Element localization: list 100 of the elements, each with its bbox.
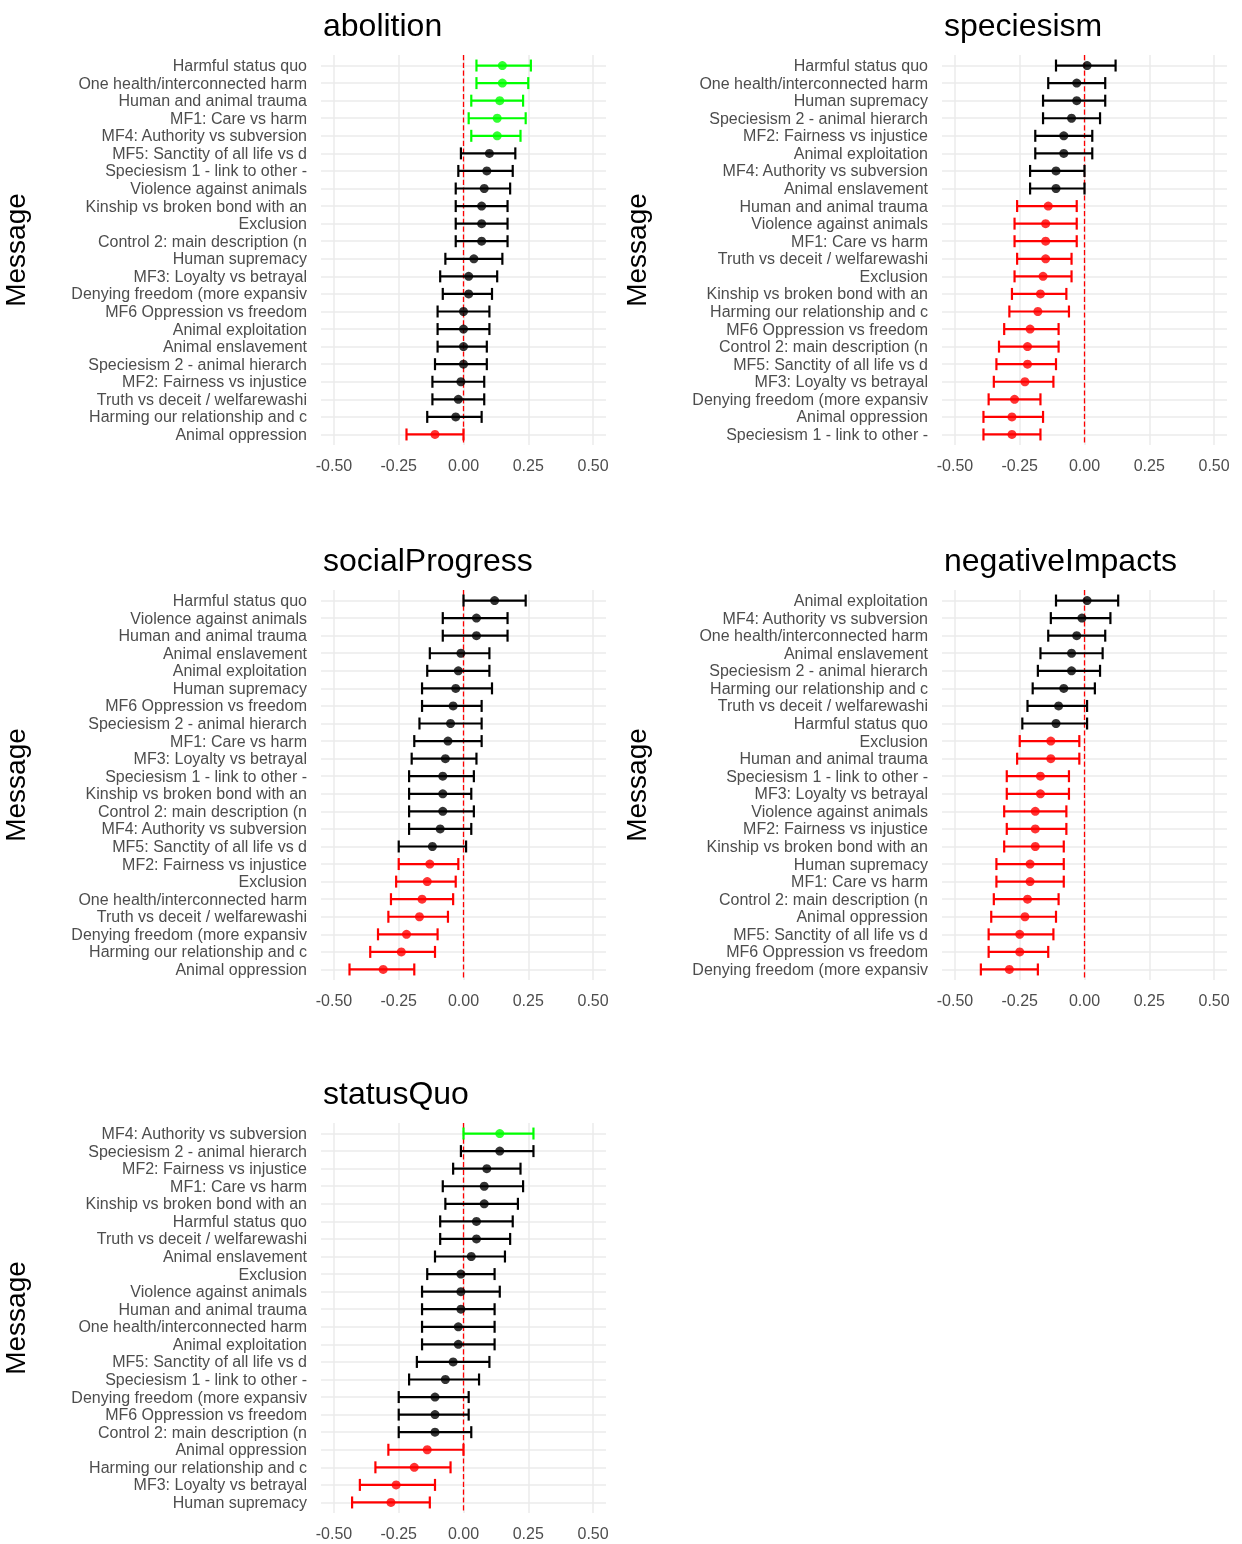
y-tick-label: MF5: Sanctity of all life vs d [733,925,928,943]
point [1067,666,1077,676]
y-tick-label: MF2: Fairness vs injustice [743,820,929,838]
point [1010,394,1020,404]
y-tick-label: Animal exploitation [172,1335,307,1353]
y-tick-label: MF6 Oppression vs freedom [726,943,928,961]
point [1033,306,1043,316]
y-tick-label: Truth vs deceit / welfarewashi [96,1230,307,1248]
point [1041,219,1051,229]
point [495,96,505,106]
point [495,1146,505,1156]
point [440,1374,450,1384]
point [422,1445,432,1455]
y-tick-label: Human and animal trauma [739,197,929,215]
point [495,1129,505,1139]
point [1082,596,1092,606]
y-tick-label: Animal enslavement [783,644,929,662]
point [453,394,463,404]
point [422,877,432,887]
point [471,613,481,623]
point [451,412,461,422]
x-tick-label: 0.00 [447,1524,480,1542]
x-tick-label: -0.50 [315,456,353,474]
x-tick-label: 0.50 [577,1524,609,1542]
point [1030,824,1040,834]
point [414,912,424,922]
point [477,201,487,211]
y-tick-label: One health/interconnected harm [699,627,928,645]
y-tick-label: Animal exploitation [172,662,307,680]
point [417,894,427,904]
y-tick-label: Harmful status quo [172,1212,308,1230]
point [471,631,481,641]
y-tick-label: Animal enslavement [162,644,308,662]
x-tick-label: 0.25 [512,456,544,474]
y-tick-label: Harming our relationship and c [89,1458,307,1476]
x-tick-label: 0.00 [1068,991,1101,1009]
point [1041,254,1051,264]
y-tick-label: Speciesism 2 - animal hierarch [88,1142,307,1160]
y-tick-label: MF6 Oppression vs freedom [726,320,928,338]
point [435,824,445,834]
point [453,666,463,676]
point [438,806,448,816]
y-tick-label: Animal enslavement [162,1248,308,1266]
y-tick-label: One health/interconnected harm [78,890,307,908]
y-tick-label: MF1: Care vs harm [791,232,928,250]
point [459,324,468,334]
point [1051,719,1061,729]
y-tick-label: MF3: Loyalty vs betrayal [754,373,928,391]
y-tick-label: Speciesism 2 - animal hierarch [709,109,928,127]
y-tick-label: Truth vs deceit / welfarewashi [717,697,928,715]
y-tick-label: Violence against animals [130,1283,307,1301]
y-tick-label: Human supremacy [172,679,307,697]
point [1077,613,1087,623]
point [1035,789,1045,799]
point [1059,683,1069,693]
y-tick-label: Animal exploitation [172,320,307,338]
y-tick-label: Speciesism 1 - link to other - [105,1370,307,1388]
y-tick-label: Animal oppression [175,960,307,978]
chart-title: speciesism [944,7,1103,43]
point [477,236,487,246]
y-tick-label: Violence against animals [130,180,307,198]
point [459,342,468,352]
point [479,1199,489,1209]
y-tick-label: Exclusion [238,873,307,891]
y-tick-label: Control 2: main description (n [98,232,307,250]
point [477,219,487,229]
y-tick-label: Human and animal trauma [118,1300,308,1318]
y-tick-label: Human supremacy [793,92,928,110]
y-tick-label: One health/interconnected harm [78,1318,307,1336]
x-tick-label: -0.50 [315,1524,353,1542]
x-tick-label: 0.00 [447,456,480,474]
y-tick-label: Speciesism 1 - link to other - [726,767,928,785]
y-axis-title: Message [0,193,31,307]
y-tick-label: MF4: Authority vs subversion [722,609,928,627]
point [1023,894,1032,904]
point [456,1304,466,1314]
point [1030,841,1040,851]
point [1059,131,1069,141]
point [1067,113,1077,123]
y-tick-label: Human supremacy [793,855,928,873]
y-tick-label: Human and animal trauma [118,92,308,110]
point [1004,964,1014,974]
x-tick-label: 0.00 [447,991,480,1009]
y-tick-label: Exclusion [238,215,307,233]
point [1030,806,1040,816]
point [402,929,411,939]
y-tick-label: Control 2: main description (n [98,1423,307,1441]
point [456,377,466,387]
y-tick-label: Truth vs deceit / welfarewashi [717,250,928,268]
y-tick-label: Exclusion [238,1265,307,1283]
point [1043,201,1053,211]
point [464,289,474,299]
x-tick-label: 0.50 [1198,456,1230,474]
point [409,1462,419,1472]
y-tick-label: MF2: Fairness vs injustice [743,127,929,145]
point [438,789,448,799]
y-tick-label: Harmful status quo [172,57,308,75]
y-tick-label: Violence against animals [751,802,928,820]
point [386,1497,396,1507]
point [459,359,468,369]
